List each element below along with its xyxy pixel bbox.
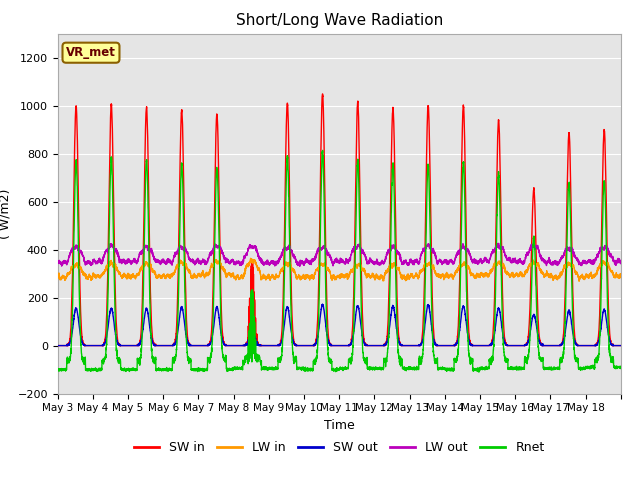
Legend: SW in, LW in, SW out, LW out, Rnet: SW in, LW in, SW out, LW out, Rnet — [129, 436, 550, 459]
Y-axis label: ( W/m2): ( W/m2) — [0, 189, 12, 239]
Text: VR_met: VR_met — [66, 46, 116, 59]
Title: Short/Long Wave Radiation: Short/Long Wave Radiation — [236, 13, 443, 28]
X-axis label: Time: Time — [324, 419, 355, 432]
